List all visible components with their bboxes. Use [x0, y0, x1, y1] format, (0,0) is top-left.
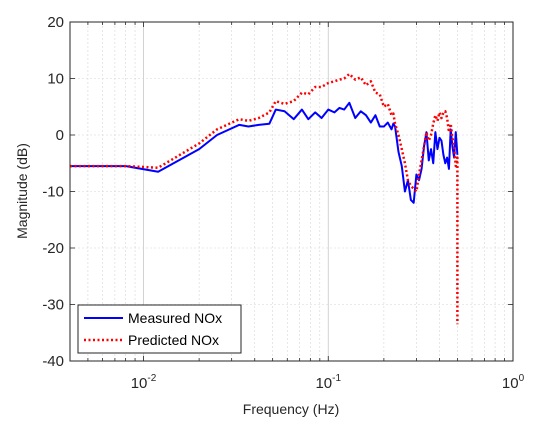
legend-box: [77, 304, 242, 354]
series-line-predicted-nox: [70, 72, 459, 325]
x-tick-label-exponent: 0: [519, 373, 525, 384]
y-ticks: [70, 21, 513, 362]
x-tick-label: 100: [502, 373, 525, 392]
legend-label-predicted-nox: Predicted NOx: [128, 332, 219, 348]
x-tick-label-exponent: -1: [332, 373, 341, 384]
x-tick-label: 10-1: [315, 373, 341, 392]
x-axis-label: Frequency (Hz): [243, 401, 339, 417]
x-tick-labels: 10-2 10-1 100: [131, 373, 525, 392]
y-axis-label: Magnitude (dB): [14, 143, 30, 239]
y-tick-label: -20: [42, 240, 64, 257]
series-line-measured-nox: [70, 101, 459, 204]
legend-label-measured-nox: Measured NOx: [128, 310, 222, 326]
y-tick-label: -10: [42, 184, 64, 201]
x-tick-label: 10-2: [131, 373, 157, 392]
y-tick-label: -40: [42, 353, 64, 370]
x-ticks: [69, 22, 514, 361]
x-tick-label-base: 10: [502, 375, 519, 392]
x-tick-label-exponent: -2: [147, 373, 156, 384]
y-tick-labels: 20 10 0 -10 -20 -30 -40: [42, 14, 64, 370]
y-tick-label: -30: [42, 297, 64, 314]
y-tick-label: 0: [56, 127, 64, 144]
x-tick-label-base: 10: [131, 375, 148, 392]
y-tick-label: 10: [47, 71, 64, 88]
legend: Measured NOx Predicted NOx: [77, 304, 242, 354]
y-tick-label: 20: [47, 14, 64, 31]
series-layer: [70, 72, 459, 325]
x-tick-label-base: 10: [315, 375, 332, 392]
